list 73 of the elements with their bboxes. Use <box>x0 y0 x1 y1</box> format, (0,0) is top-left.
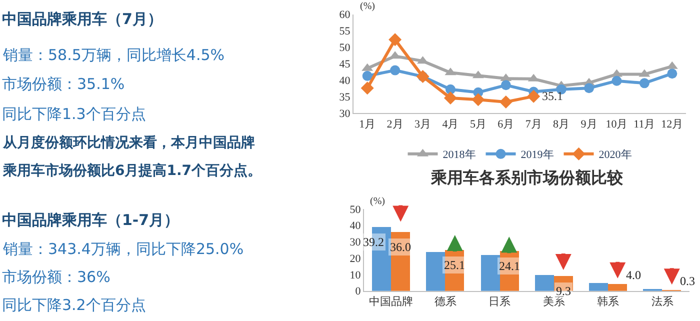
text: 同比下降1.3个百分点 <box>2 105 146 123</box>
y-tick-label: 40 <box>350 220 362 232</box>
bar <box>535 274 554 291</box>
y-axis-title: (%) <box>370 196 385 207</box>
legend-label: 2018年 <box>442 149 476 162</box>
text: 中国品牌乘用车（7月） <box>2 10 162 28</box>
y-tick-label: 55 <box>339 26 351 38</box>
x-tick-label: 8月 <box>553 118 570 130</box>
point <box>390 65 400 76</box>
text: 市场份额：35.1% <box>2 75 125 93</box>
point <box>584 83 594 94</box>
y-tick-label: 20 <box>350 252 362 265</box>
text: 销量：343.4万辆，同比下降25.0% <box>2 240 244 258</box>
x-tick-label: 2月 <box>386 118 404 130</box>
bar <box>608 284 627 291</box>
x-tick-label: 中国品牌 <box>369 295 414 308</box>
y-tick-label: 0 <box>355 286 362 298</box>
point <box>445 84 456 94</box>
y-tick-label: 45 <box>339 58 351 71</box>
x-tick-label: 5月 <box>470 118 486 130</box>
x-tick-label: 6月 <box>498 118 514 130</box>
x-tick-label: 法系 <box>651 295 674 308</box>
data-label: 36.0 <box>390 240 411 254</box>
bar <box>391 232 410 291</box>
text: 同比下降3.2个百分点 <box>2 296 146 314</box>
bar <box>589 282 608 291</box>
data-label: 0.3 <box>680 274 695 288</box>
x-tick-label: 11月 <box>634 118 656 130</box>
y-tick-label: 40 <box>339 75 351 88</box>
y-tick-label: 50 <box>350 204 362 216</box>
data-label: 25.1 <box>444 258 465 272</box>
data-label: 35.1 <box>542 89 563 103</box>
x-tick-label: 3月 <box>414 118 432 130</box>
x-tick-label: 10月 <box>606 118 628 130</box>
x-tick-label: 美系 <box>542 295 565 308</box>
point <box>499 95 512 108</box>
x-tick-label: 1月 <box>359 118 376 130</box>
y-tick-label: 30 <box>339 108 351 120</box>
data-label: 24.1 <box>499 259 520 273</box>
data-label: 4.0 <box>626 268 641 282</box>
y-tick-label: 60 <box>339 9 351 22</box>
point <box>667 68 678 79</box>
x-tick-label: 韩系 <box>597 295 620 308</box>
point <box>362 70 372 81</box>
x-tick-label: 日系 <box>488 295 511 308</box>
text: 销量：58.5万辆，同比增长4.5% <box>2 46 225 64</box>
point <box>527 90 540 103</box>
bar <box>481 254 500 291</box>
y-axis-title: (%) <box>360 1 375 12</box>
point <box>639 78 650 88</box>
x-tick-label: 12月 <box>661 118 684 130</box>
x-tick-label: 德系 <box>434 295 456 308</box>
point <box>612 76 622 86</box>
y-tick-label: 50 <box>339 42 351 54</box>
point <box>360 82 374 95</box>
y-tick-label: 35 <box>339 92 351 104</box>
point <box>500 80 511 90</box>
chart-title: 乘用车各系别市场份额比较 <box>430 168 624 187</box>
data-label: 39.2 <box>363 235 384 249</box>
y-tick-label: 10 <box>350 269 362 282</box>
legend-label: 2019年 <box>520 149 554 162</box>
x-tick-label: 7月 <box>525 118 542 130</box>
x-tick-label: 4月 <box>442 118 459 130</box>
legend-label: 2020年 <box>598 149 632 162</box>
text: 中国品牌乘用车（1-7月） <box>2 211 180 229</box>
point <box>444 91 457 104</box>
point <box>472 93 485 106</box>
text: 市场份额：36% <box>2 268 110 286</box>
bar <box>426 252 445 291</box>
y-tick-label: 30 <box>350 236 362 249</box>
text: 从月度份额环比情况来看，本月中国品牌 <box>2 134 255 151</box>
text: 乘用车市场份额比6月提高1.7个百分点。 <box>2 162 262 179</box>
x-tick-label: 9月 <box>580 118 598 130</box>
